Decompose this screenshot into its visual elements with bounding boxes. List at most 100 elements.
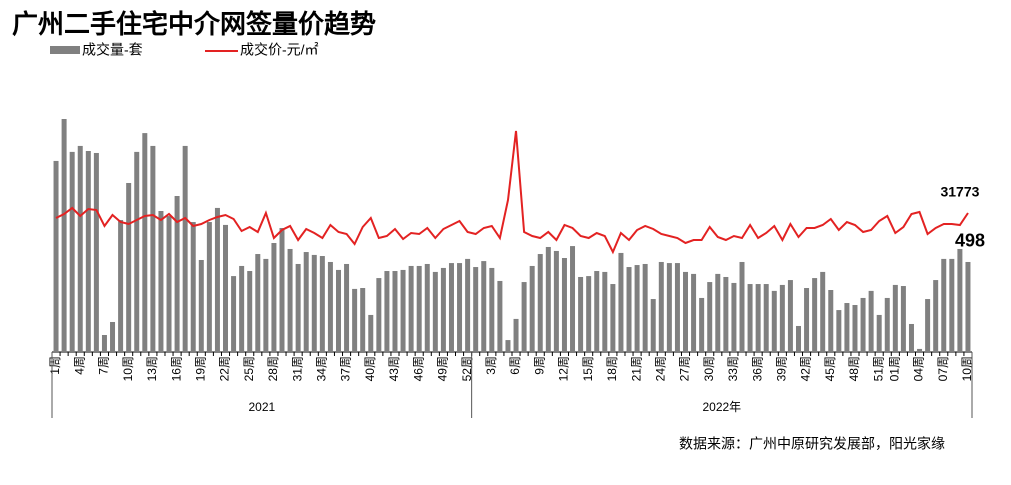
bar <box>134 151 140 352</box>
x-tick-label: 22周 <box>218 356 232 381</box>
bar <box>93 152 99 352</box>
x-tick-label: 27周 <box>678 356 692 381</box>
x-tick-label: 4周 <box>72 356 86 375</box>
x-tick-label: 40周 <box>363 356 377 381</box>
x-tick-label: 28周 <box>266 356 280 381</box>
bar <box>271 243 277 352</box>
bar <box>900 286 906 352</box>
bar <box>247 271 253 352</box>
x-tick-label: 36周 <box>750 356 764 381</box>
bar <box>279 227 285 352</box>
bar <box>602 271 608 352</box>
bar <box>787 280 793 352</box>
x-tick-label: 24周 <box>653 356 667 381</box>
bar <box>457 263 463 352</box>
x-tick-label: 25周 <box>242 356 256 381</box>
bar <box>683 271 689 352</box>
bar <box>699 297 705 352</box>
bar <box>440 267 446 352</box>
bar <box>448 263 454 352</box>
bar <box>561 258 567 352</box>
bar <box>489 267 495 352</box>
bar <box>77 145 83 352</box>
bar <box>432 271 438 352</box>
bar <box>416 265 422 352</box>
bar <box>642 263 648 352</box>
chart-title: 广州二手住宅中介网签量价趋势 <box>12 9 376 39</box>
x-tick-label: 3周 <box>484 356 498 375</box>
bar <box>658 261 664 352</box>
bar <box>820 271 826 352</box>
x-tick-label: 19周 <box>193 356 207 381</box>
x-tick-label: 48周 <box>847 356 861 381</box>
bar <box>311 254 317 352</box>
x-tick-label: 21周 <box>629 356 643 381</box>
bar <box>779 284 785 352</box>
bar <box>933 280 939 352</box>
bar <box>158 211 164 352</box>
bar <box>166 216 172 352</box>
bar <box>884 297 890 352</box>
x-tick-label: 04周 <box>912 356 926 381</box>
bar <box>868 290 874 352</box>
bar <box>85 150 91 352</box>
bar <box>118 220 124 352</box>
bar <box>537 254 543 352</box>
bar <box>206 222 212 352</box>
data-label: 498 <box>955 231 985 251</box>
x-tick-label: 43周 <box>387 356 401 381</box>
bar <box>763 284 769 352</box>
bar <box>545 246 551 352</box>
x-tick-label: 01周 <box>888 356 902 381</box>
bar <box>771 290 777 352</box>
x-tick-label: 7周 <box>97 356 111 375</box>
bar <box>239 265 245 352</box>
bar <box>836 310 842 352</box>
bar <box>101 335 107 352</box>
x-tick-label: 9周 <box>532 356 546 375</box>
bar <box>424 263 430 352</box>
bar <box>578 276 584 352</box>
bar <box>755 284 761 352</box>
bar <box>844 303 850 352</box>
source-note: 数据来源：广州中原研究发展部，阳光家缘 <box>679 436 945 452</box>
bar <box>570 246 576 352</box>
bar <box>303 252 309 352</box>
bar <box>666 263 672 352</box>
bar <box>908 323 914 352</box>
bar <box>723 276 729 352</box>
bar <box>747 284 753 352</box>
bar <box>497 280 503 352</box>
x-tick-label: 33周 <box>726 356 740 381</box>
bar <box>828 289 834 352</box>
legend-swatch <box>50 46 80 54</box>
bar <box>691 273 697 352</box>
bar <box>287 248 293 352</box>
x-tick-label: 39周 <box>775 356 789 381</box>
x-tick-label: 34周 <box>315 356 329 381</box>
bar <box>529 265 535 352</box>
x-tick-label: 37周 <box>339 356 353 381</box>
bar <box>408 265 414 352</box>
bar <box>917 348 923 352</box>
x-tick-label: 13周 <box>145 356 159 381</box>
bar <box>674 263 680 352</box>
bar <box>626 267 632 352</box>
bar <box>715 273 721 352</box>
bar <box>198 259 204 352</box>
bar <box>513 318 519 352</box>
x-tick-label: 49周 <box>436 356 450 381</box>
bar <box>400 269 406 352</box>
bar <box>876 314 882 352</box>
x-tick-label: 6周 <box>508 356 522 375</box>
bar <box>892 284 898 352</box>
bar <box>263 258 269 352</box>
bar <box>521 282 527 352</box>
bar <box>110 321 116 352</box>
x-tick-label: 45周 <box>823 356 837 381</box>
x-tick-label: 31周 <box>290 356 304 381</box>
bar <box>812 278 818 352</box>
bar <box>69 151 75 352</box>
group-label: 2022年 <box>702 400 741 414</box>
data-label: 31773 <box>940 184 979 200</box>
